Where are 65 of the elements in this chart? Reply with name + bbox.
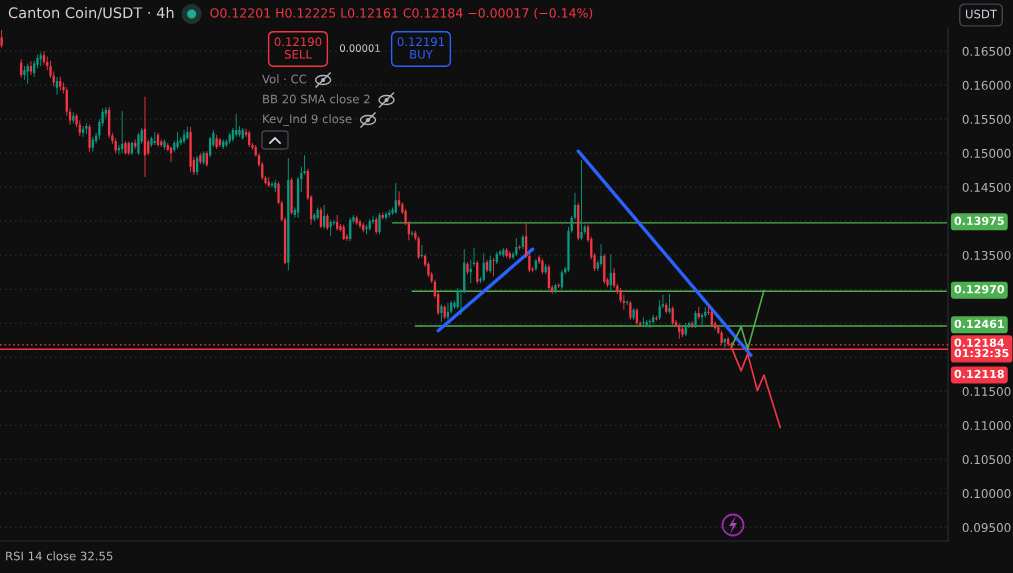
candlestick — [150, 136, 153, 148]
candlestick — [469, 260, 472, 284]
candlestick — [215, 134, 218, 150]
candlestick — [88, 124, 91, 152]
candlestick — [580, 159, 583, 241]
chart-title: Canton Coin/USDT · 4h — [8, 6, 174, 20]
candlestick — [23, 66, 26, 80]
candlestick — [648, 319, 652, 329]
candlestick — [629, 300, 632, 320]
y-tick-label: 0.14500 — [962, 182, 1011, 192]
candlestick — [85, 123, 88, 135]
annotation: 0.12191 BUY — [397, 37, 445, 59]
annotation: 0.12190 SELL — [274, 37, 322, 59]
candlestick — [642, 317, 645, 328]
candlestick — [290, 177, 293, 215]
candlestick — [541, 258, 544, 275]
candlestick — [440, 304, 443, 322]
y-tick-label: 0.10500 — [962, 455, 1011, 465]
ref-line-label: 0.12184 01:32:35 — [954, 338, 1009, 358]
y-tick-label: 0.15500 — [962, 114, 1011, 124]
candlestick — [420, 245, 424, 258]
y-tick-label: 0.16000 — [962, 80, 1011, 90]
y-tick-label: 0.10000 — [962, 489, 1011, 499]
y-tick-label: 0.11500 — [962, 386, 1011, 397]
candlestick — [120, 111, 124, 154]
candlestick — [378, 213, 381, 235]
candlestick — [544, 264, 547, 275]
annotation: BB 20 SMA close 2 — [263, 94, 370, 104]
annotation: Kev_Ind 9 close — [263, 114, 352, 126]
y-tick-label: 0.11000 — [962, 421, 1011, 431]
text: USDT — [965, 9, 998, 19]
data-label: 0.13975 — [954, 216, 1004, 226]
candlestick — [176, 132, 179, 150]
candlestick — [326, 213, 329, 231]
y-tick-label: 0.15000 — [962, 148, 1011, 158]
text: RSI 14 close 32.55 — [6, 551, 113, 561]
y-tick-label: 0.13500 — [962, 250, 1011, 260]
candlestick — [466, 262, 469, 275]
candlestick — [694, 311, 697, 329]
chart-subtitle: O0.12201 H0.12225 L0.12161 C0.12184 −0.00017 (−0.14%) — [210, 7, 593, 20]
candlestick — [505, 247, 508, 258]
candlestick — [492, 257, 495, 277]
candlestick — [189, 126, 192, 173]
candlestick — [124, 140, 127, 155]
data-label: 0.12970 — [954, 285, 1005, 294]
annotation: 0.00001 — [339, 44, 380, 52]
candlestick — [163, 139, 166, 150]
candlestick — [202, 151, 205, 165]
candlestick — [515, 238, 518, 256]
candlestick — [668, 294, 671, 314]
candlestick — [316, 207, 319, 220]
candlestick — [329, 219, 332, 237]
candlestick — [228, 132, 231, 144]
candlestick — [681, 326, 684, 337]
candlestick — [0, 30, 3, 48]
y-tick-label: 0.16500 — [962, 46, 1011, 56]
annotation: Vol · CC — [262, 74, 307, 84]
candlestick — [137, 132, 140, 156]
ref-line-label: 0.12118 — [954, 369, 1004, 379]
candlestick — [554, 283, 557, 294]
y-tick-label: 0.09500 — [962, 523, 1011, 533]
candlestick — [518, 245, 521, 250]
candlestick — [199, 153, 202, 165]
data-label: 0.12461 — [954, 319, 1004, 329]
candlestick — [632, 308, 635, 320]
